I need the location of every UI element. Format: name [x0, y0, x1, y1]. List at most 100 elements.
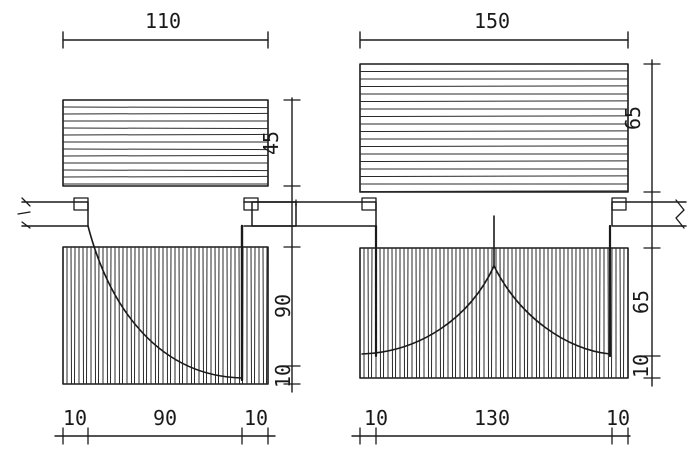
hatch-line: [559, 247, 561, 379]
hatch-line: [146, 246, 148, 385]
hatch-line: [359, 85, 629, 87]
hatch-line: [134, 246, 136, 385]
left-door-swing-arc: [87, 225, 243, 379]
hatch-line: [571, 247, 573, 379]
hatch-line: [182, 246, 184, 385]
hatch-line: [563, 247, 565, 379]
left-bottom-dimension: 10 90 10: [54, 406, 276, 445]
hatch-line: [607, 247, 609, 379]
right-upper-clearance-label: 65: [621, 106, 645, 130]
hatch-line: [371, 247, 373, 379]
hatch-line: [154, 246, 156, 385]
hatch-line: [62, 127, 269, 130]
hatch-line: [439, 247, 441, 379]
left-bottom-opening-label: 90: [153, 406, 177, 430]
right-bottom-right-gap-label: 10: [606, 406, 630, 430]
right-bottom-gap-label: 10: [629, 354, 653, 378]
hatch-line: [359, 70, 629, 72]
hatch-line: [359, 175, 629, 177]
hatch-line: [451, 247, 453, 379]
hatch-line: [595, 247, 597, 379]
left-vertical-dimension: 45 90 10: [259, 97, 301, 393]
hatch-line: [206, 246, 208, 385]
left-upper-hatching: [62, 106, 269, 185]
left-overall-width-label: 110: [145, 9, 181, 33]
hatch-line: [238, 246, 240, 385]
hatch-line: [202, 246, 204, 385]
hatch-line: [499, 247, 501, 379]
hatch-line: [547, 247, 549, 379]
hatch-line: [395, 247, 397, 379]
hatch-line: [62, 106, 269, 109]
hatch-line: [62, 175, 269, 178]
hatch-line: [82, 246, 84, 385]
hatch-line: [226, 246, 228, 385]
hatch-line: [587, 247, 589, 379]
hatch-line: [359, 190, 629, 192]
hatch-line: [611, 247, 613, 379]
hatch-line: [467, 247, 469, 379]
hatch-line: [427, 247, 429, 379]
left-bottom-right-gap-label: 10: [244, 406, 268, 430]
hatch-line: [623, 247, 625, 379]
right-door-swing-arc-right: [493, 265, 611, 355]
hatch-line: [403, 247, 405, 379]
hatch-line: [122, 246, 124, 385]
hatch-line: [262, 246, 264, 385]
hatch-line: [535, 247, 537, 379]
hatch-line: [379, 247, 381, 379]
hatch-line: [194, 246, 196, 385]
hatch-line: [190, 246, 192, 385]
hatch-line: [178, 246, 180, 385]
right-overall-width-label: 150: [474, 9, 510, 33]
right-upper-clearance-block: [359, 63, 629, 193]
hatch-line: [86, 246, 88, 385]
hatch-line: [583, 247, 585, 379]
hatch-line: [475, 247, 477, 379]
hatch-line: [619, 247, 621, 379]
left-overall-width-dimension: 110: [62, 9, 269, 49]
right-wall-section: [251, 197, 687, 229]
hatch-line: [62, 148, 269, 151]
hatch-line: [551, 247, 553, 379]
hatch-line: [110, 246, 112, 385]
hatch-line: [62, 112, 269, 115]
left-door-drawing: 110 45 90 10: [17, 9, 301, 445]
hatch-line: [62, 154, 269, 157]
hatch-line: [214, 246, 216, 385]
hatch-line: [250, 246, 252, 385]
hatch-line: [106, 246, 108, 385]
hatch-line: [503, 247, 505, 379]
right-leaf-depth-label: 65: [629, 290, 653, 314]
hatch-line: [391, 247, 393, 379]
left-lower-hatching: [66, 246, 268, 385]
hatch-line: [419, 247, 421, 379]
hatch-line: [599, 247, 601, 379]
hatch-line: [118, 246, 120, 385]
hatch-line: [575, 247, 577, 379]
hatch-line: [74, 246, 76, 385]
left-upper-clearance-label: 45: [259, 131, 283, 155]
hatch-line: [359, 160, 629, 162]
right-door-drawing: 150 65 65: [251, 9, 687, 445]
hatch-line: [70, 246, 72, 385]
right-bottom-dimension: 10 130 10: [351, 406, 631, 445]
hatch-line: [142, 246, 144, 385]
hatch-line: [431, 247, 433, 379]
hatch-line: [254, 246, 256, 385]
hatch-line: [158, 246, 160, 385]
hatch-line: [266, 246, 268, 385]
hatch-line: [539, 247, 541, 379]
left-bottom-left-gap-label: 10: [63, 406, 87, 430]
right-bottom-left-gap-label: 10: [364, 406, 388, 430]
right-bottom-opening-label: 130: [474, 406, 510, 430]
hatch-line: [443, 247, 445, 379]
left-lower-swing-block: [62, 246, 269, 385]
hatch-line: [479, 247, 481, 379]
hatch-line: [359, 145, 629, 147]
hatch-line: [62, 133, 269, 136]
hatch-line: [515, 247, 517, 379]
hatch-line: [130, 246, 132, 385]
right-overall-width-dimension: 150: [359, 9, 629, 49]
hatch-line: [170, 246, 172, 385]
